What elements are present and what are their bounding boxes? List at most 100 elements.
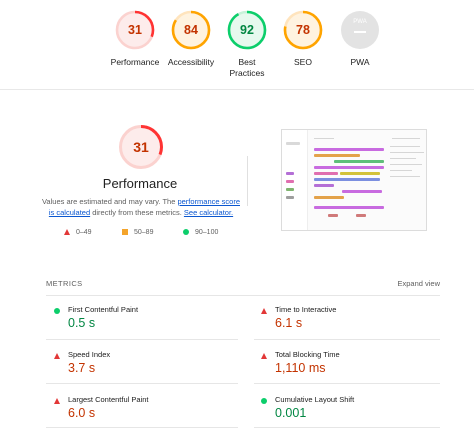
thumb-line bbox=[390, 164, 422, 165]
expand-view-button[interactable]: Expand view bbox=[397, 279, 440, 288]
thumb-bar bbox=[286, 188, 294, 191]
seo-gauge-ring: 78 bbox=[283, 10, 323, 50]
thumb-bar bbox=[314, 148, 384, 151]
thumb-bar bbox=[314, 206, 384, 209]
orange-square-icon bbox=[122, 229, 128, 236]
thumb-bar bbox=[340, 172, 380, 175]
performance-gauge-ring: 31 bbox=[115, 10, 155, 50]
metrics-divider bbox=[254, 427, 440, 428]
metrics-divider bbox=[46, 295, 440, 296]
metric-label: First Contentful Paint bbox=[68, 305, 139, 314]
thumb-bar bbox=[314, 178, 380, 181]
performance-description: Values are estimated and may vary. The p… bbox=[40, 196, 242, 218]
thumb-bar bbox=[286, 142, 300, 145]
best-practices-score: 92 bbox=[240, 23, 254, 37]
thumb-bar bbox=[286, 172, 294, 175]
thumb-bar bbox=[286, 196, 294, 199]
metrics-divider bbox=[46, 427, 238, 428]
legend-average: 50–89 bbox=[122, 229, 153, 236]
thumb-bar bbox=[314, 172, 338, 175]
metric-value: 0.5 s bbox=[68, 316, 96, 330]
legend-fail-range: 0–49 bbox=[76, 229, 92, 236]
metric-label: Time to Interactive bbox=[275, 305, 337, 314]
metric-time-to-interactive: Time to Interactive 6.1 s bbox=[261, 305, 441, 345]
performance-main-score: 31 bbox=[133, 139, 149, 155]
metric-label: Speed Index bbox=[68, 350, 111, 359]
gauge-accessibility[interactable]: 84 Accessibility bbox=[161, 10, 221, 68]
metrics-divider bbox=[46, 339, 238, 340]
pwa-badge-icon: PWA bbox=[341, 11, 379, 49]
metric-value: 0.001 bbox=[275, 406, 307, 420]
gauge-pwa[interactable]: PWA PWA bbox=[330, 10, 390, 68]
performance-label: Performance bbox=[110, 57, 160, 67]
description-middle: directly from these metrics. bbox=[90, 208, 184, 217]
gauge-performance[interactable]: 31 Performance bbox=[105, 10, 165, 68]
thumb-line bbox=[390, 170, 412, 171]
legend-average-range: 50–89 bbox=[134, 229, 154, 236]
metrics-divider bbox=[254, 383, 440, 384]
thumb-bar bbox=[342, 190, 382, 193]
performance-gauge-arc bbox=[115, 10, 155, 50]
accessibility-gauge-ring: 84 bbox=[171, 10, 211, 50]
metrics-divider bbox=[46, 383, 238, 384]
legend-pass-range: 90–100 bbox=[195, 229, 219, 236]
thumb-bar bbox=[314, 184, 334, 187]
red-triangle-icon bbox=[64, 229, 70, 236]
thumb-bar bbox=[334, 160, 384, 163]
metric-cumulative-layout-shift: Cumulative Layout Shift 0.001 bbox=[261, 395, 441, 434]
pwa-badge-text: PWA bbox=[353, 19, 367, 25]
red-triangle-icon bbox=[261, 308, 267, 314]
performance-score-link[interactable]: performance score is calculated bbox=[48, 197, 240, 217]
red-triangle-icon bbox=[54, 353, 60, 359]
accessibility-gauge-arc bbox=[171, 10, 211, 50]
best-practices-gauge-ring: 92 bbox=[227, 10, 267, 50]
gauge-seo[interactable]: 78 SEO bbox=[273, 10, 333, 68]
accessibility-score: 84 bbox=[184, 23, 198, 37]
red-triangle-icon bbox=[261, 353, 267, 359]
thumb-line bbox=[390, 146, 420, 147]
thumb-bar bbox=[286, 180, 294, 183]
seo-label: SEO bbox=[294, 57, 312, 67]
green-circle-icon bbox=[183, 229, 189, 236]
legend-fail: 0–49 bbox=[64, 229, 92, 236]
thumb-bar bbox=[314, 196, 344, 199]
metric-value: 1,110 ms bbox=[275, 361, 326, 375]
metric-value: 3.7 s bbox=[68, 361, 96, 375]
final-screenshot-thumbnail[interactable] bbox=[281, 129, 427, 231]
see-calculator-link[interactable]: See calculator. bbox=[183, 208, 234, 217]
thumb-bar bbox=[314, 154, 360, 157]
green-circle-icon bbox=[261, 398, 267, 404]
metric-value: 6.0 s bbox=[68, 406, 96, 420]
description-prefix: Values are estimated and may vary. The bbox=[41, 197, 178, 206]
pwa-label: PWA bbox=[350, 57, 370, 67]
accessibility-label: Accessibility bbox=[167, 57, 215, 67]
metric-label: Total Blocking Time bbox=[275, 350, 340, 359]
performance-score: 31 bbox=[128, 23, 142, 37]
best-practices-label: Best Practices bbox=[229, 57, 265, 78]
section-divider bbox=[247, 156, 248, 206]
metric-largest-contentful-paint: Largest Contentful Paint 6.0 s bbox=[54, 395, 234, 434]
gauge-best-practices[interactable]: 92 Best Practices bbox=[217, 10, 277, 79]
best-practices-gauge-arc bbox=[227, 10, 267, 50]
metrics-header: METRICS bbox=[46, 279, 83, 288]
metric-first-contentful-paint: First Contentful Paint 0.5 s bbox=[54, 305, 234, 345]
pwa-dash-icon bbox=[354, 31, 366, 33]
thumb-bar bbox=[356, 214, 366, 217]
thumb-line bbox=[390, 152, 424, 153]
green-circle-icon bbox=[54, 308, 60, 314]
thumb-line bbox=[392, 138, 420, 139]
red-triangle-icon bbox=[54, 398, 60, 404]
thumb-line bbox=[314, 138, 334, 139]
metric-label: Cumulative Layout Shift bbox=[275, 395, 355, 404]
performance-main-gauge: 31 bbox=[118, 124, 164, 170]
thumb-line bbox=[390, 176, 420, 177]
performance-main-arc bbox=[119, 125, 163, 169]
metrics-divider bbox=[254, 339, 440, 340]
legend-pass: 90–100 bbox=[183, 229, 218, 236]
metric-speed-index: Speed Index 3.7 s bbox=[54, 350, 234, 390]
seo-gauge-arc bbox=[283, 10, 323, 50]
performance-title: Performance bbox=[102, 176, 178, 191]
seo-score: 78 bbox=[296, 23, 310, 37]
metric-label: Largest Contentful Paint bbox=[68, 395, 149, 404]
thumb-bar bbox=[328, 214, 338, 217]
